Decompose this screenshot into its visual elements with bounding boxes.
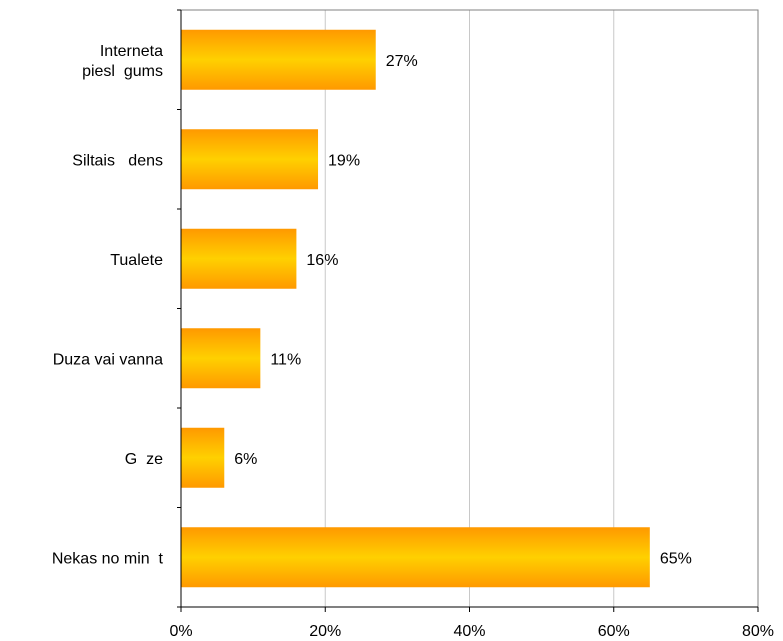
category-label: G ze (125, 451, 163, 468)
category-label-line: Siltais dens (72, 152, 163, 169)
category-label: Duza vai vanna (53, 351, 163, 368)
bars (181, 29, 650, 588)
x-tick-label: 60% (598, 623, 630, 640)
category-label: Tualete (110, 252, 163, 269)
x-tick-label: 0% (169, 623, 192, 640)
category-label-line: G ze (125, 451, 163, 468)
data-label: 65% (660, 550, 692, 567)
bar (181, 427, 225, 488)
bar (181, 29, 376, 90)
x-tick-label: 20% (309, 623, 341, 640)
data-label: 16% (306, 252, 338, 269)
data-label: 27% (386, 53, 418, 70)
gridlines (324, 10, 615, 607)
category-label: Interneta piesl gums (82, 43, 163, 80)
bar (181, 527, 650, 588)
category-label: Siltais dens (72, 152, 163, 169)
category-label-line: Duza vai vanna (53, 351, 163, 368)
category-label-line: Interneta (100, 43, 163, 60)
x-tick-label: 40% (453, 623, 485, 640)
bar (181, 228, 297, 289)
data-label: 19% (328, 152, 360, 169)
axes (177, 9, 759, 612)
category-label-line: Tualete (110, 252, 163, 269)
category-label-line: Nekas no min t (52, 550, 164, 567)
data-label: 6% (234, 451, 257, 468)
category-label: Nekas no min t (52, 550, 164, 567)
x-tick-label: 80% (742, 623, 774, 640)
bar (181, 328, 261, 389)
labels: 27% Interneta piesl gums 19% Siltais dens 16%… (52, 43, 774, 640)
category-label-line: piesl gums (82, 63, 163, 80)
bar (181, 129, 319, 190)
data-label: 11% (270, 351, 301, 368)
